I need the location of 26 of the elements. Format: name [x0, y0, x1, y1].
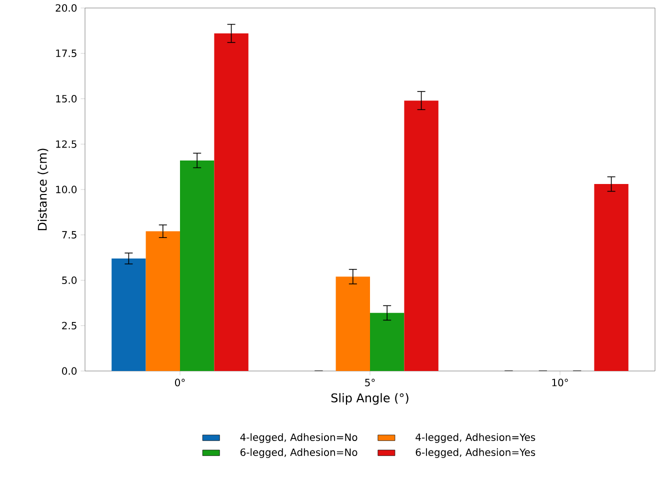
- x-axis-title: Slip Angle (°): [331, 393, 408, 405]
- bar: [180, 160, 214, 371]
- bar: [594, 184, 628, 371]
- y-tick-label: 7.5: [62, 231, 76, 239]
- bar: [404, 100, 438, 371]
- y-tick-label: 10.0: [56, 186, 77, 194]
- bar: [146, 231, 180, 371]
- bar: [214, 33, 248, 371]
- legend-label: 6-legged, Adhesion=Yes: [416, 448, 536, 458]
- bar: [336, 276, 370, 371]
- bar: [112, 258, 146, 371]
- y-axis-title: Distance (cm): [38, 148, 48, 230]
- legend-label: 6-legged, Adhesion=No: [240, 448, 358, 458]
- y-tick-label: 0.0: [62, 367, 77, 375]
- x-tick-label: 5°: [365, 378, 375, 386]
- y-tick-label: 20.0: [56, 4, 77, 12]
- x-tick-label: 0°: [174, 378, 185, 386]
- y-tick-label: 2.5: [62, 322, 76, 330]
- y-tick-label: 12.5: [56, 140, 76, 148]
- y-tick-label: 15.0: [56, 94, 77, 103]
- bar: [370, 312, 404, 371]
- x-tick-label: 10°: [552, 378, 568, 386]
- y-tick-label: 17.5: [56, 50, 76, 58]
- y-tick-label: 5.0: [62, 276, 77, 284]
- legend-label: 4-legged, Adhesion=Yes: [416, 433, 536, 443]
- legend-label: 4-legged, Adhesion=No: [240, 433, 358, 443]
